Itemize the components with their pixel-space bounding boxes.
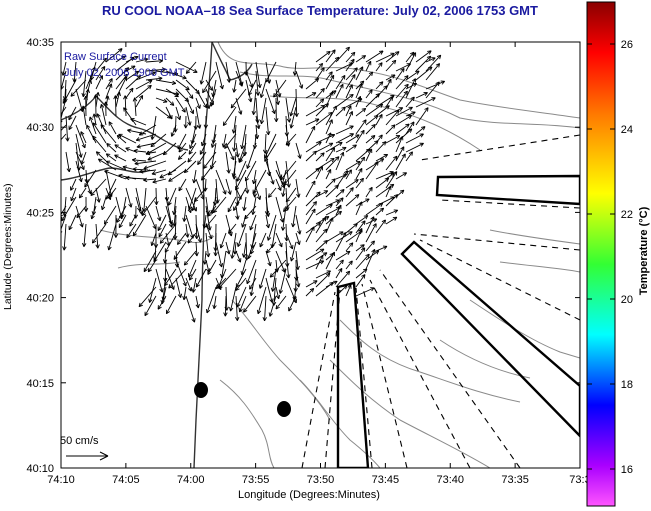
y-tick-label: 40:10: [26, 463, 54, 475]
temperature-colorbar: [586, 1, 616, 507]
x-tick-label: 73:3: [569, 474, 590, 486]
y-axis-label: Latitude (Degrees:Minutes): [2, 183, 14, 310]
current-vector-field: [61, 46, 446, 323]
colorbar-tick-label: 24: [621, 124, 633, 136]
x-tick-label: 73:45: [372, 474, 400, 486]
buoy-marker: [277, 401, 291, 417]
x-tick-label: 74:00: [177, 474, 205, 486]
x-tick-label: 73:35: [501, 474, 529, 486]
y-tick-label: 40:35: [26, 37, 54, 49]
colorbar-tick-label: 20: [621, 294, 633, 306]
depth-contours: [99, 42, 580, 468]
scale-arrow: [66, 451, 109, 461]
x-tick-label: 74:10: [47, 474, 75, 486]
x-tick-label: 73:55: [242, 474, 270, 486]
y-tick-label: 40:30: [26, 122, 54, 134]
x-axis-label: Longitude (Degrees:Minutes): [238, 489, 380, 501]
map-title: RU COOL NOAA–18 Sea Surface Temperature:…: [102, 3, 538, 18]
plot-area: [61, 42, 580, 468]
colorbar-tick-label: 16: [621, 464, 633, 476]
x-tick-label: 73:40: [436, 474, 464, 486]
colorbar-tick-label: 18: [621, 379, 633, 391]
colorbar-tick-label: 22: [621, 209, 633, 221]
legend-line-2: July 02, 2006 1900 GMT: [64, 67, 185, 79]
solid-beam-outlines: [336, 174, 580, 468]
legend-line-1: Raw Surface Current: [64, 51, 167, 63]
y-tick-label: 40:20: [26, 293, 54, 305]
scale-label: 50 cm/s: [60, 435, 99, 447]
y-tick-label: 40:15: [26, 378, 54, 390]
colorbar-tick-label: 26: [621, 39, 633, 51]
buoy-marker: [194, 382, 208, 398]
colorbar-label: Temperature (°C): [638, 206, 650, 296]
x-tick-label: 73:50: [307, 474, 335, 486]
x-tick-label: 74:05: [112, 474, 140, 486]
y-tick-label: 40:25: [26, 207, 54, 219]
